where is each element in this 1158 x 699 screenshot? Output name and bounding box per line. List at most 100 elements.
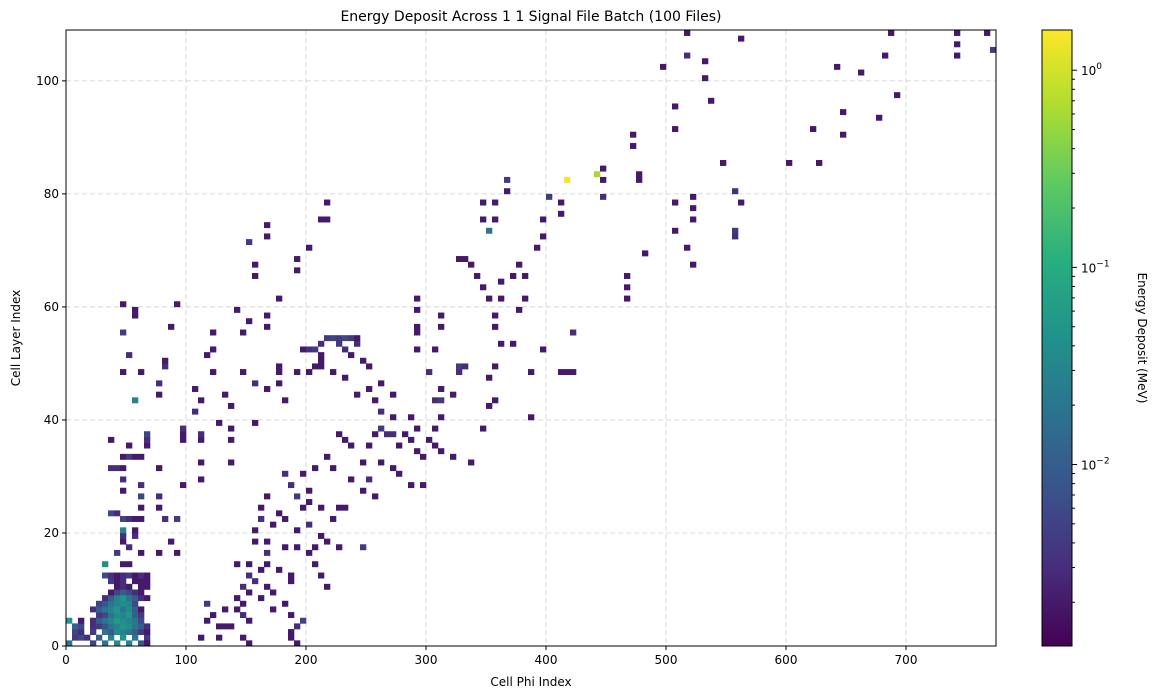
heatmap-cell-164 [222,391,229,398]
heatmap-cell-208 [300,346,307,353]
heatmap-cell-327 [288,578,295,585]
heatmap-cell-348 [432,425,439,432]
heatmap-cell-310 [246,572,253,579]
heatmap-cell-312 [246,589,253,596]
heatmap-cell-175 [210,369,217,376]
colorbar-tick-label-2: 10−2 [1081,456,1110,472]
heatmap-cell-351 [456,363,463,370]
x-tick-label-4: 400 [535,653,558,667]
heatmap-cell-217 [336,335,343,342]
heatmap-cell-279 [258,504,265,511]
heatmap-cell-193 [132,306,139,313]
x-axis-label: Cell Phi Index [490,675,571,689]
heatmap-cell-385 [456,256,463,263]
heatmap-cell-447 [888,30,895,36]
heatmap-cell-23 [132,629,139,635]
heatmap-cell-292 [264,549,271,556]
heatmap-cell-262 [324,453,331,460]
heatmap-cell-356 [480,425,487,432]
heatmap-cell-78 [132,595,139,602]
heatmap-cell-20 [114,629,121,635]
heatmap-cell-184 [210,329,217,336]
heatmap-cell-214 [318,363,325,370]
heatmap-cell-73 [102,595,109,602]
heatmap-cell-169 [156,380,163,387]
heatmap-cell-202 [294,267,301,274]
heatmap-cell-50 [102,612,109,619]
heatmap-cell-145 [198,459,205,466]
heatmap-cell-444 [858,69,865,76]
heatmap-cell-332 [240,612,247,619]
heatmap-cell-273 [342,504,349,511]
heatmap-cell-406 [600,165,607,172]
heatmap-cell-235 [366,386,373,392]
heatmap-cell-430 [708,97,715,104]
heatmap-cell-411 [636,176,643,183]
colorbar-tick-label-0: 100 [1081,62,1102,78]
y-tick-label-3: 60 [44,300,59,314]
heatmap-cell-393 [504,176,511,183]
heatmap-cell-326 [270,589,277,596]
heatmap-cell-387 [468,261,475,268]
heatmap-cell-378 [498,295,505,302]
heatmap-cell-216 [330,335,337,342]
heatmap-cell-380 [516,306,523,313]
heatmap-cell-150 [144,436,151,443]
heatmap-cell-98 [102,572,109,579]
heatmap-cell-362 [558,369,565,376]
heatmap-cell-432 [732,188,739,195]
x-tick-label-3: 300 [415,653,438,667]
heatmap-cell-410 [630,131,637,138]
heatmap-cell-101 [120,572,127,579]
heatmap-cell-215 [324,335,331,342]
heatmap-cell-144 [138,453,145,460]
heatmap-cell-129 [156,504,163,511]
heatmap-cell-39 [78,617,85,624]
heatmap-cell-29 [90,623,97,630]
heatmap-cell-54 [126,612,133,619]
heatmap-cell-295 [312,544,319,551]
heatmap-cell-409 [630,143,637,149]
heatmap-cell-173 [162,357,169,364]
heatmap-cell-37 [138,623,145,630]
heatmap-cell-11 [132,634,139,641]
heatmap-cell-104 [138,572,145,579]
heatmap-cell-35 [126,623,133,630]
heatmap-cell-114 [120,538,127,545]
heatmap-cell-308 [306,549,313,556]
heatmap-cell-429 [702,58,709,65]
heatmap-cell-142 [126,453,133,460]
heatmap-cell-260 [342,436,349,443]
heatmap-cell-418 [672,199,679,206]
heatmap-cell-13 [144,634,151,641]
heatmap-cell-71 [126,600,133,607]
heatmap-cell-86 [138,589,145,596]
heatmap-cell-244 [360,459,367,466]
heatmap-cell-355 [486,374,493,381]
heatmap-cell-337 [198,634,205,641]
heatmap-cell-412 [636,171,643,178]
heatmap-cell-224 [348,352,355,359]
heatmap-cell-341 [246,617,253,624]
heatmap-cell-52 [114,612,121,619]
heatmap-cell-121 [126,516,133,522]
heatmap-cell-152 [198,436,205,443]
heatmap-cell-298 [360,544,367,551]
heatmap-cell-452 [984,30,991,36]
heatmap-cell-55 [132,612,139,619]
heatmap-cell-257 [408,482,415,489]
heatmap-cell-206 [324,216,331,223]
heatmap-cell-347 [438,414,445,421]
heatmap-cell-390 [492,216,499,223]
heatmap-cell-203 [294,256,301,263]
heatmap-cell-109 [114,549,121,556]
heatmap-cell-89 [126,583,133,590]
heatmap-cell-136 [198,476,205,483]
heatmap-cell-201 [264,222,271,229]
y-tick-label-0: 0 [51,639,59,653]
heatmap-cell-294 [294,544,301,551]
heatmap-cell-365 [570,329,577,336]
x-axis-ticks: 0 100 200 300 400 500 600 700 [62,646,917,667]
heatmap-cell-94 [120,578,127,585]
heatmap-cell-423 [690,193,697,200]
